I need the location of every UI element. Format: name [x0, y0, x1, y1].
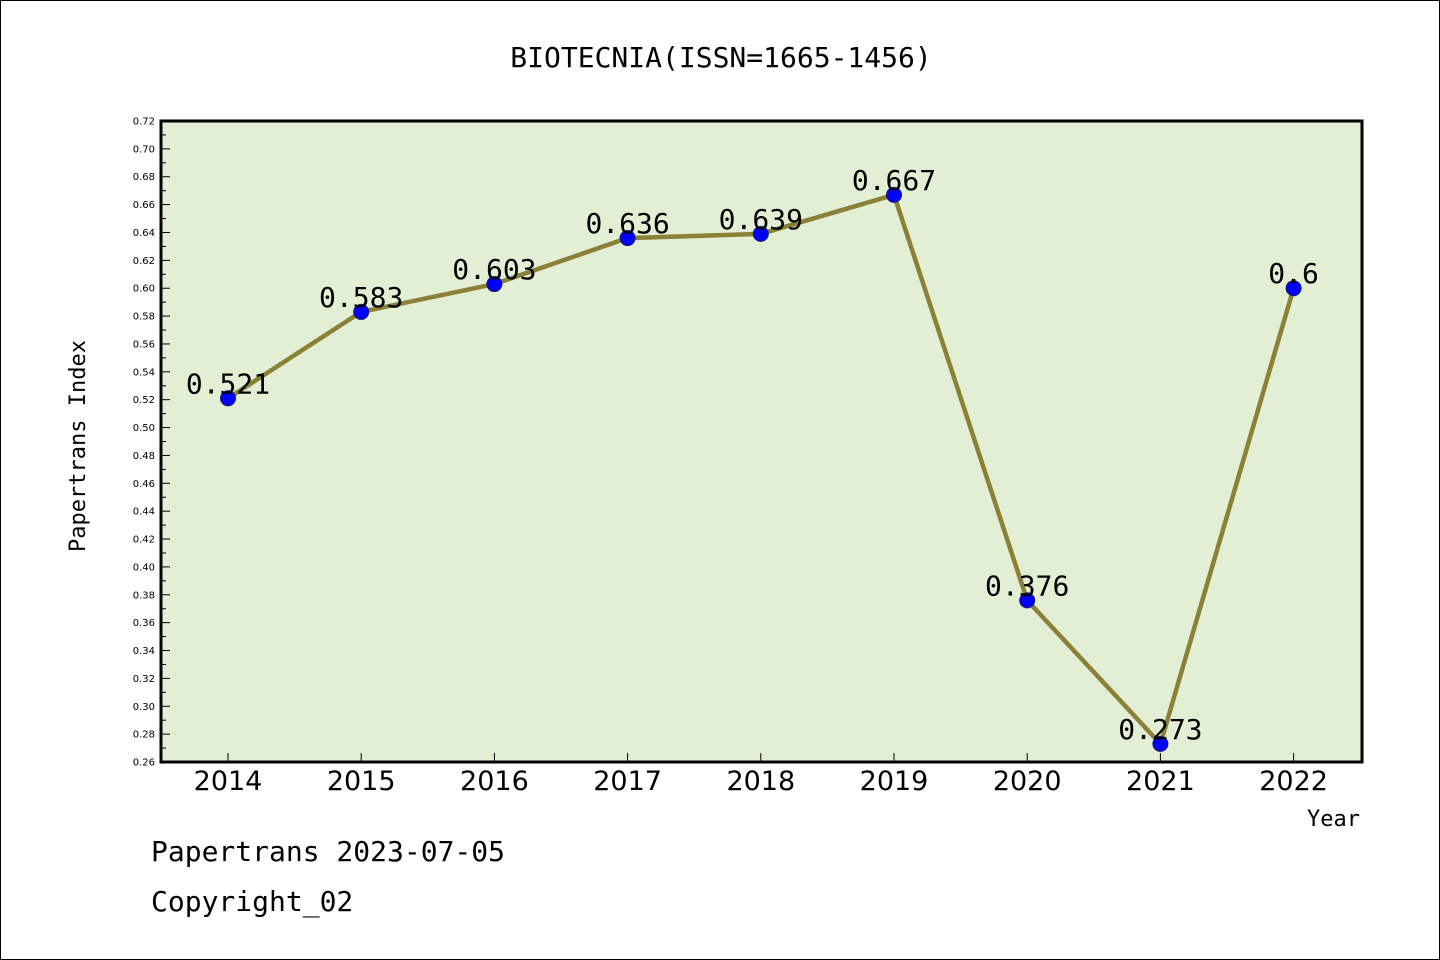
data-label: 0.667: [852, 164, 936, 197]
data-point: [619, 230, 636, 247]
data-label: 0.583: [319, 281, 403, 314]
data-point: [220, 390, 236, 407]
y-tick-label: 0.68: [133, 172, 155, 183]
data-point: [886, 186, 902, 203]
y-tick-label: 0.70: [133, 144, 155, 155]
y-tick-label: 0.40: [133, 562, 155, 573]
y-tick-label: 0.34: [133, 646, 155, 657]
y-axis-label: Papertrans Index: [66, 340, 91, 552]
x-tick-label: 2020: [993, 766, 1062, 797]
y-tick-label: 0.72: [133, 117, 155, 128]
y-tick-label: 0.44: [133, 507, 155, 518]
x-axis: 2014 2015 2016 2017 2018 2019 2020 2021 2022: [194, 753, 1328, 797]
y-tick-label: 0.66: [133, 200, 155, 211]
y-tick-label: 0.46: [133, 479, 155, 490]
footer-date: Papertrans 2023-07-05: [151, 835, 506, 868]
data-label: 0.521: [186, 367, 270, 400]
x-tick-label: 2016: [460, 766, 529, 797]
x-tick-label: 2017: [593, 766, 662, 797]
y-tick-label: 0.28: [133, 730, 155, 741]
y-tick-label: 0.50: [133, 423, 155, 434]
x-tick-label: 2015: [327, 766, 396, 797]
x-tick-label: 2022: [1259, 766, 1328, 797]
chart-title: BIOTECNIA(ISSN=1665-1456): [510, 41, 931, 74]
x-axis-label: Year: [1307, 807, 1360, 832]
x-tick-label: 2018: [726, 766, 795, 797]
y-axis: 0.26 0.28 0.30 0.32 0.34 0.36 0.38 0.40 0.42 0.44…: [133, 117, 170, 769]
y-tick-label: 0.32: [133, 674, 155, 685]
data-point: [1152, 735, 1169, 752]
y-tick-label: 0.26: [133, 758, 155, 769]
y-tick-label: 0.30: [133, 702, 155, 713]
data-label: 0.376: [985, 569, 1069, 602]
data-point: [1019, 592, 1036, 609]
x-tick-label: 2014: [194, 766, 263, 797]
data-labels-group: 0.521 0.583 0.603 0.636 0.639 0.667 0.376 0.273…: [186, 164, 1319, 746]
data-point: [486, 276, 503, 293]
y-tick-label: 0.56: [133, 339, 155, 350]
y-tick-label: 0.62: [133, 256, 155, 267]
y-tick-label: 0.48: [133, 451, 155, 462]
footer-copyright: Copyright_02: [151, 885, 354, 918]
y-tick-label: 0.42: [133, 535, 155, 546]
data-label: 0.6: [1268, 257, 1319, 290]
data-point: [1285, 280, 1302, 297]
x-tick-label: 2021: [1126, 766, 1195, 797]
x-tick-label: 2019: [860, 766, 929, 797]
y-tick-label: 0.60: [133, 284, 155, 295]
y-tick-label: 0.52: [133, 395, 155, 406]
y-tick-label: 0.58: [133, 312, 155, 323]
data-label: 0.636: [585, 207, 669, 240]
data-point: [752, 225, 769, 242]
data-point: [353, 303, 370, 320]
markers-group: [220, 186, 1302, 752]
y-tick-label: 0.64: [133, 228, 155, 239]
data-label: 0.603: [452, 253, 536, 286]
data-label: 0.273: [1118, 713, 1202, 746]
y-tick-label: 0.38: [133, 590, 155, 601]
y-tick-label: 0.36: [133, 618, 155, 629]
data-label: 0.639: [719, 203, 803, 236]
y-tick-label: 0.54: [133, 367, 155, 378]
